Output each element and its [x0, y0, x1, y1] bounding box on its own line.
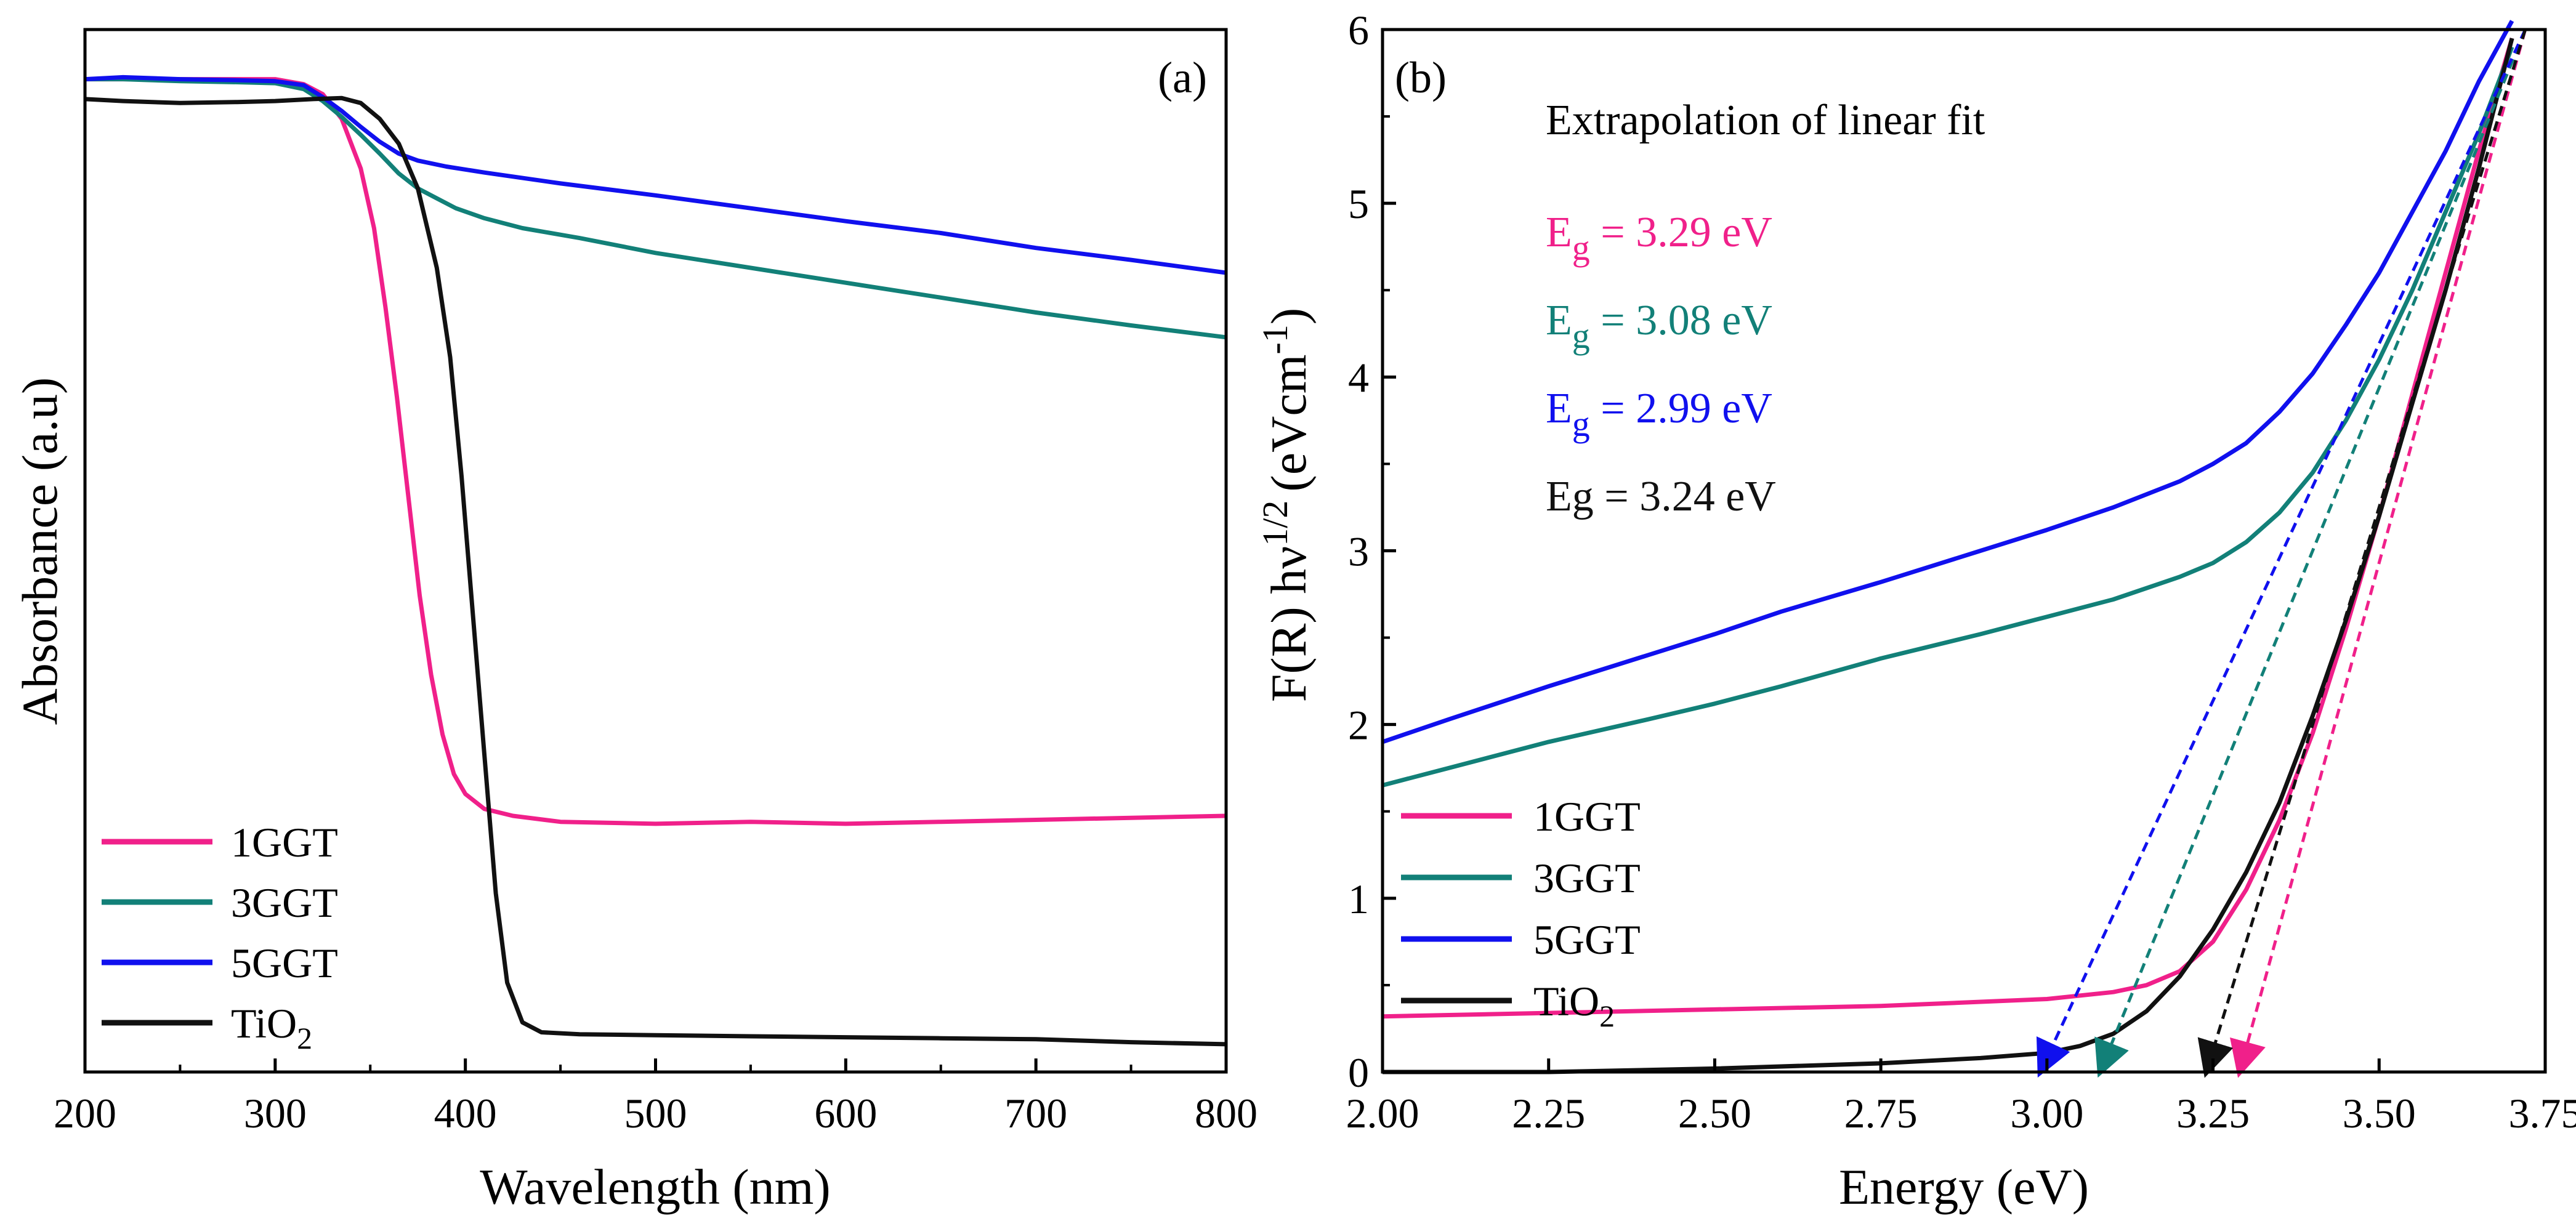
y-label-mid: (eVcm [1261, 354, 1317, 491]
fit-line-TiO2 [2197, 29, 2527, 1078]
panel-a-x-tick-label: 400 [434, 1090, 497, 1137]
panel-a-line-5GGT [84, 75, 1227, 275]
bandgap-annotation-TiO2: Eg = 3.24 eV [1546, 473, 1776, 520]
panel-b-y-tick-label: 5 [1348, 180, 1369, 227]
panel-b-series-group [1381, 20, 2514, 1074]
panel-a-line-TiO2 [84, 95, 1227, 1047]
panel-b-line-5GGT [1381, 20, 2514, 744]
bandgap-annotation-1GGT: Eg = 3.29 eV [1546, 209, 1772, 268]
panel-b-y-tick-label: 1 [1348, 876, 1369, 922]
panel-a-x-axis-label: Wavelength (nm) [480, 1159, 830, 1215]
legend-label-3GGT: 3GGT [231, 879, 338, 926]
legend-label-3GGT: 3GGT [1533, 855, 1641, 901]
panel-a-x-tick-label: 200 [54, 1090, 116, 1137]
panel-b-y-axis-label: F(R) hν1/2 (eVcm-1) [1255, 308, 1317, 702]
panel-b-x-tick-label: 2.50 [1678, 1090, 1751, 1137]
panel-a-line-3GGT [85, 77, 1227, 340]
panel-b-fit-lines [2036, 28, 2527, 1078]
panel-b-x-axis-label: Energy (eV) [1839, 1159, 2089, 1215]
panel-a-x-tick-label: 500 [624, 1090, 687, 1137]
panel-b-y-tick-label: 6 [1348, 7, 1369, 54]
panel-a-x-tick-label: 800 [1195, 1090, 1258, 1137]
panel-a-label: (a) [1158, 53, 1207, 102]
y-label-end: ) [1261, 308, 1317, 324]
panel-b-line-3GGT [1382, 46, 2514, 788]
bandgap-annotation-5GGT: Eg = 2.99 eV [1546, 385, 1772, 444]
panel-a-legend: 1GGT 3GGT 5GGT TiO2 [102, 819, 338, 1055]
fit-line-3GGT [2094, 29, 2527, 1078]
panel-b-x-tick-label: 2.75 [1844, 1090, 1918, 1137]
annotation-title: Extrapolation of linear fit [1546, 97, 1985, 144]
panel-a: 200 300 400 500 600 700 800 (a) Wavelength (nm… [12, 28, 1258, 1215]
panel-b-x-tick-label: 2.25 [1512, 1090, 1585, 1137]
panel-b-y-ticks: 0 1 2 3 4 5 6 [1348, 7, 1396, 1096]
panel-a-series-group [84, 75, 1227, 1047]
legend-label-TiO2: TiO2 [231, 1000, 312, 1055]
panel-a-x-tick-label: 600 [814, 1090, 877, 1137]
fit-line-1GGT [2230, 29, 2527, 1078]
legend-label-1GGT: 1GGT [1533, 793, 1641, 840]
legend-label-TiO2: TiO2 [1533, 978, 1615, 1033]
legend-label-1GGT: 1GGT [231, 819, 338, 866]
legend-label-5GGT: 5GGT [1533, 916, 1641, 963]
panel-a-x-tick-label: 300 [244, 1090, 307, 1137]
panel-b-y-tick-label: 2 [1348, 702, 1369, 749]
panel-b-annotations: Eg = 3.29 eV Eg = 3.08 eV Eg = 2.99 eV Eg =… [1546, 209, 1776, 520]
bandgap-annotation-3GGT: Eg = 3.08 eV [1546, 297, 1772, 356]
panel-b-y-tick-label: 0 [1348, 1049, 1369, 1096]
panel-b-x-tick-label: 3.00 [2010, 1090, 2083, 1137]
y-label-sup-1: 1/2 [1255, 501, 1295, 546]
panel-b-x-tick-label: 2.00 [1346, 1090, 1419, 1137]
panel-b-y-tick-label: 3 [1348, 528, 1369, 575]
legend-label-5GGT: 5GGT [231, 940, 338, 986]
panel-a-y-axis-label: Absorbance (a.u) [12, 377, 68, 725]
panel-a-x-ticks: 200 300 400 500 600 700 800 [54, 1058, 1258, 1137]
panel-a-line-1GGT [85, 77, 1227, 826]
panel-b-legend: 1GGT 3GGT 5GGT TiO2 [1401, 793, 1641, 1033]
panel-b-label: (b) [1395, 53, 1447, 102]
y-label-sup-2: -1 [1255, 324, 1295, 354]
y-label-main: F(R) hν [1261, 546, 1317, 703]
panel-b-x-tick-label: 3.25 [2176, 1090, 2250, 1137]
panel-a-x-tick-label: 700 [1004, 1090, 1067, 1137]
panel-b-x-tick-label: 3.50 [2343, 1090, 2416, 1137]
panel-b-line-1GGT [1382, 38, 2514, 1019]
panel-b-x-tick-label: 3.75 [2509, 1090, 2576, 1137]
panel-b-y-tick-label: 4 [1348, 354, 1369, 401]
panel-b: 2.00 2.25 2.50 2.75 3.00 3.25 3.50 3.75 0 1 2 3 4 5 6… [1255, 7, 2576, 1215]
panel-b-x-ticks: 2.00 2.25 2.50 2.75 3.00 3.25 3.50 3.75 [1346, 1058, 2576, 1137]
